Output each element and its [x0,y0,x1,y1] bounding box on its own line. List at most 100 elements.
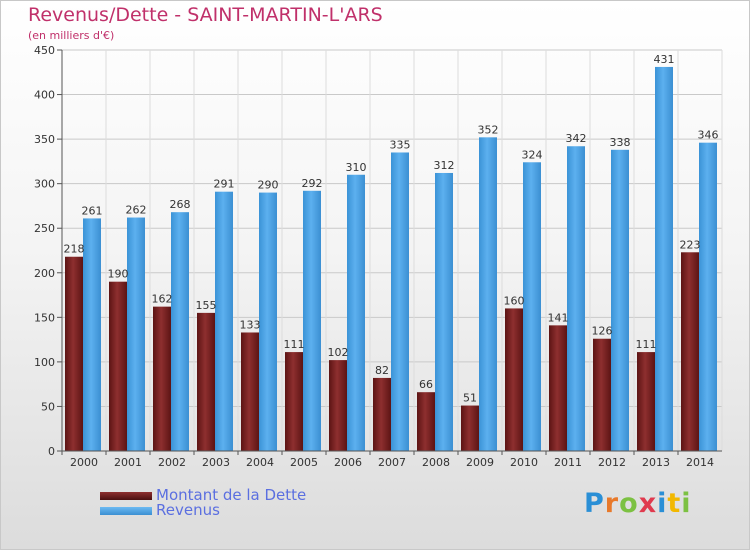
bar-revenus [655,66,673,451]
bar-dette [549,325,567,451]
data-label-revenus: 346 [698,129,719,142]
logo-letter: r [604,488,620,519]
y-tick-label: 450 [34,44,55,57]
data-label-revenus: 324 [522,148,543,161]
x-tick-label: 2004 [246,456,274,469]
data-label-dette: 102 [328,346,349,359]
data-label-dette: 223 [680,238,701,251]
bar-revenus [259,192,277,452]
bar-revenus [567,146,585,452]
y-tick-label: 400 [34,89,55,102]
y-tick-label: 50 [41,400,55,413]
data-label-revenus: 261 [82,204,103,217]
x-tick-label: 2003 [202,456,230,469]
data-label-dette: 160 [504,294,525,307]
x-tick-label: 2005 [290,456,318,469]
bar-dette [637,352,655,451]
data-label-revenus: 312 [434,159,455,172]
logo-letter: x [638,488,658,519]
bar-dette [505,308,523,451]
x-tick-label: 2009 [466,456,494,469]
data-label-dette: 82 [375,364,389,377]
y-tick-label: 150 [34,311,55,324]
x-tick-label: 2001 [114,456,142,469]
y-tick-label: 200 [34,267,55,280]
bar-dette [373,377,391,451]
bar-revenus [347,174,365,451]
bar-dette [681,252,699,451]
data-label-dette: 133 [240,318,261,331]
y-tick-label: 100 [34,356,55,369]
data-label-revenus: 352 [478,123,499,136]
bar-revenus [479,137,497,451]
bar-dette [461,405,479,451]
data-label-revenus: 291 [214,178,235,191]
proxiti-logo: Proxiti [584,488,692,519]
data-label-revenus: 292 [302,177,323,190]
data-label-dette: 51 [463,392,477,405]
bar-dette [329,360,347,451]
bar-revenus [171,212,189,451]
x-tick-label: 2000 [70,456,98,469]
data-label-revenus: 268 [170,198,191,211]
data-label-revenus: 431 [654,53,675,66]
bar-dette [593,338,611,451]
bar-revenus [699,142,717,452]
legend-label-dette: Montant de la Dette [156,486,307,504]
legend-swatch-revenus [100,507,152,515]
bar-dette [65,256,83,451]
data-label-revenus: 262 [126,204,147,217]
bar-dette [241,332,259,451]
data-label-revenus: 290 [258,179,279,192]
bar-revenus [391,152,409,451]
bar-dette [153,306,171,451]
bar-revenus [215,191,233,452]
x-tick-label: 2006 [334,456,362,469]
bar-revenus [83,218,101,451]
x-tick-label: 2012 [598,456,626,469]
bar-dette [109,281,127,451]
data-label-dette: 190 [108,268,129,281]
x-tick-label: 2002 [158,456,186,469]
y-tick-label: 0 [48,445,55,458]
y-tick-label: 300 [34,178,55,191]
bar-revenus [435,172,453,451]
data-label-revenus: 338 [610,136,631,149]
chart-subtitle: (en milliers d'€) [28,29,115,42]
logo-letter: i [681,488,692,519]
data-label-dette: 66 [419,378,433,391]
bar-revenus [523,162,541,451]
logo-letter: t [667,488,682,519]
x-tick-label: 2014 [686,456,714,469]
logo-letter: o [619,488,639,519]
x-tick-label: 2007 [378,456,406,469]
data-label-dette: 126 [592,325,613,338]
bar-revenus [611,149,629,451]
bar-dette [417,392,435,451]
data-label-dette: 162 [152,293,173,306]
x-tick-label: 2013 [642,456,670,469]
logo-letter: P [584,488,605,519]
legend-swatch-dette [100,492,152,500]
bar-dette [197,312,215,451]
data-label-dette: 111 [284,338,305,351]
legend-label-revenus: Revenus [156,501,220,519]
bar-revenus [127,217,145,451]
x-tick-label: 2010 [510,456,538,469]
y-tick-label: 250 [34,222,55,235]
bar-dette [285,352,303,451]
x-tick-label: 2011 [554,456,582,469]
data-label-revenus: 342 [566,132,587,145]
data-label-dette: 141 [548,311,569,324]
x-tick-label: 2008 [422,456,450,469]
data-label-revenus: 310 [346,161,367,174]
data-label-dette: 218 [64,243,85,256]
data-label-revenus: 335 [390,138,411,151]
data-label-dette: 111 [636,338,657,351]
chart-title: Revenus/Dette - SAINT-MARTIN-L'ARS [28,4,383,26]
bar-revenus [303,190,321,451]
logo-letter: i [657,488,668,519]
y-tick-label: 350 [34,133,55,146]
data-label-dette: 155 [196,299,217,312]
